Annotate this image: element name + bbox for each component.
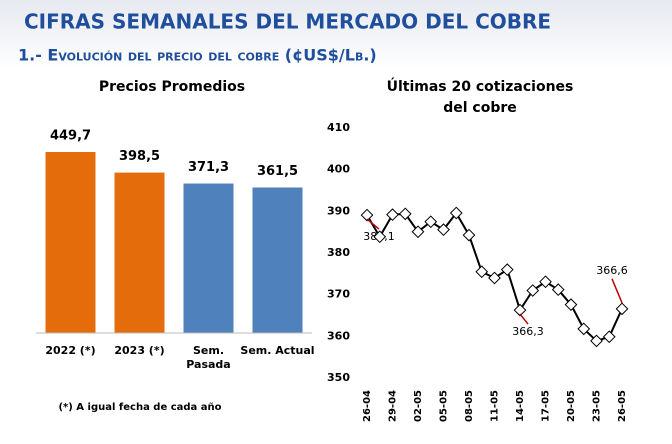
note: (*) A igual fecha de cada año <box>58 402 221 413</box>
y-tick-label: 360 <box>327 329 350 342</box>
x-tick-label: 2023 (*) <box>114 344 164 357</box>
x-tick-label: 08-05 <box>464 390 475 422</box>
x-tick-label: 14-05 <box>515 390 526 422</box>
x-tick-label: 11-05 <box>490 390 501 422</box>
point <box>488 271 501 285</box>
point <box>462 228 476 242</box>
point <box>526 284 540 297</box>
subtitle: 1.- Evolución del precio del cobre (¢US$… <box>18 46 377 65</box>
bar <box>114 172 165 333</box>
point <box>411 225 425 239</box>
x-tick-label: Sem. Pasada <box>186 344 230 371</box>
x-tick-label: 20-05 <box>566 390 577 422</box>
value-label: 366,6 <box>596 264 628 277</box>
point <box>564 298 578 312</box>
point <box>449 206 463 220</box>
bar <box>252 187 303 333</box>
x-tick-label: Sem. Actual <box>240 344 314 357</box>
y-tick-label: 400 <box>327 163 350 176</box>
point <box>398 207 412 221</box>
point <box>475 265 489 279</box>
bar <box>183 183 234 333</box>
x-tick-label: 26-05 <box>617 390 628 422</box>
value-label: 371,3 <box>188 160 229 175</box>
value-label: 398,5 <box>119 149 160 164</box>
value-label: 449,7 <box>50 129 91 144</box>
x-tick-label: 26-04 <box>362 390 373 422</box>
x-tick-label: 23-05 <box>592 390 603 422</box>
annotation-arrow <box>366 218 380 230</box>
y-tick-label: 380 <box>327 246 350 259</box>
y-tick-label: 390 <box>327 204 350 217</box>
x-tick-label: 05-05 <box>439 390 450 422</box>
x-tick-label: 29-04 <box>388 390 399 422</box>
annotation-arrow <box>519 313 529 325</box>
point <box>551 283 565 297</box>
value-label: 361,5 <box>257 164 298 179</box>
x-tick-label: 02-05 <box>413 390 424 422</box>
point <box>513 303 527 317</box>
title: CIFRAS SEMANALES DEL MERCADO DEL COBRE <box>24 10 551 34</box>
value-label: 366,3 <box>512 325 544 338</box>
line-chart-title: Últimas 20 cotizaciones del cobre <box>387 77 574 116</box>
x-tick-label: 2022 (*) <box>45 344 95 357</box>
point <box>590 334 603 348</box>
y-tick-label: 370 <box>327 288 350 301</box>
y-tick-label: 410 <box>327 121 350 134</box>
point <box>424 215 438 229</box>
point <box>539 275 552 289</box>
bar <box>45 152 96 333</box>
point <box>386 208 399 222</box>
header-band <box>0 0 672 70</box>
x-tick-label: 17-05 <box>541 390 552 422</box>
point <box>615 302 629 316</box>
point <box>577 322 591 336</box>
point <box>360 208 374 222</box>
point <box>437 223 450 237</box>
point <box>500 263 514 277</box>
y-tick-label: 350 <box>327 371 350 384</box>
annotation-arrow <box>611 278 623 304</box>
point <box>602 330 616 344</box>
bar-chart-title: Precios Promedios <box>99 79 245 95</box>
point <box>373 230 387 244</box>
